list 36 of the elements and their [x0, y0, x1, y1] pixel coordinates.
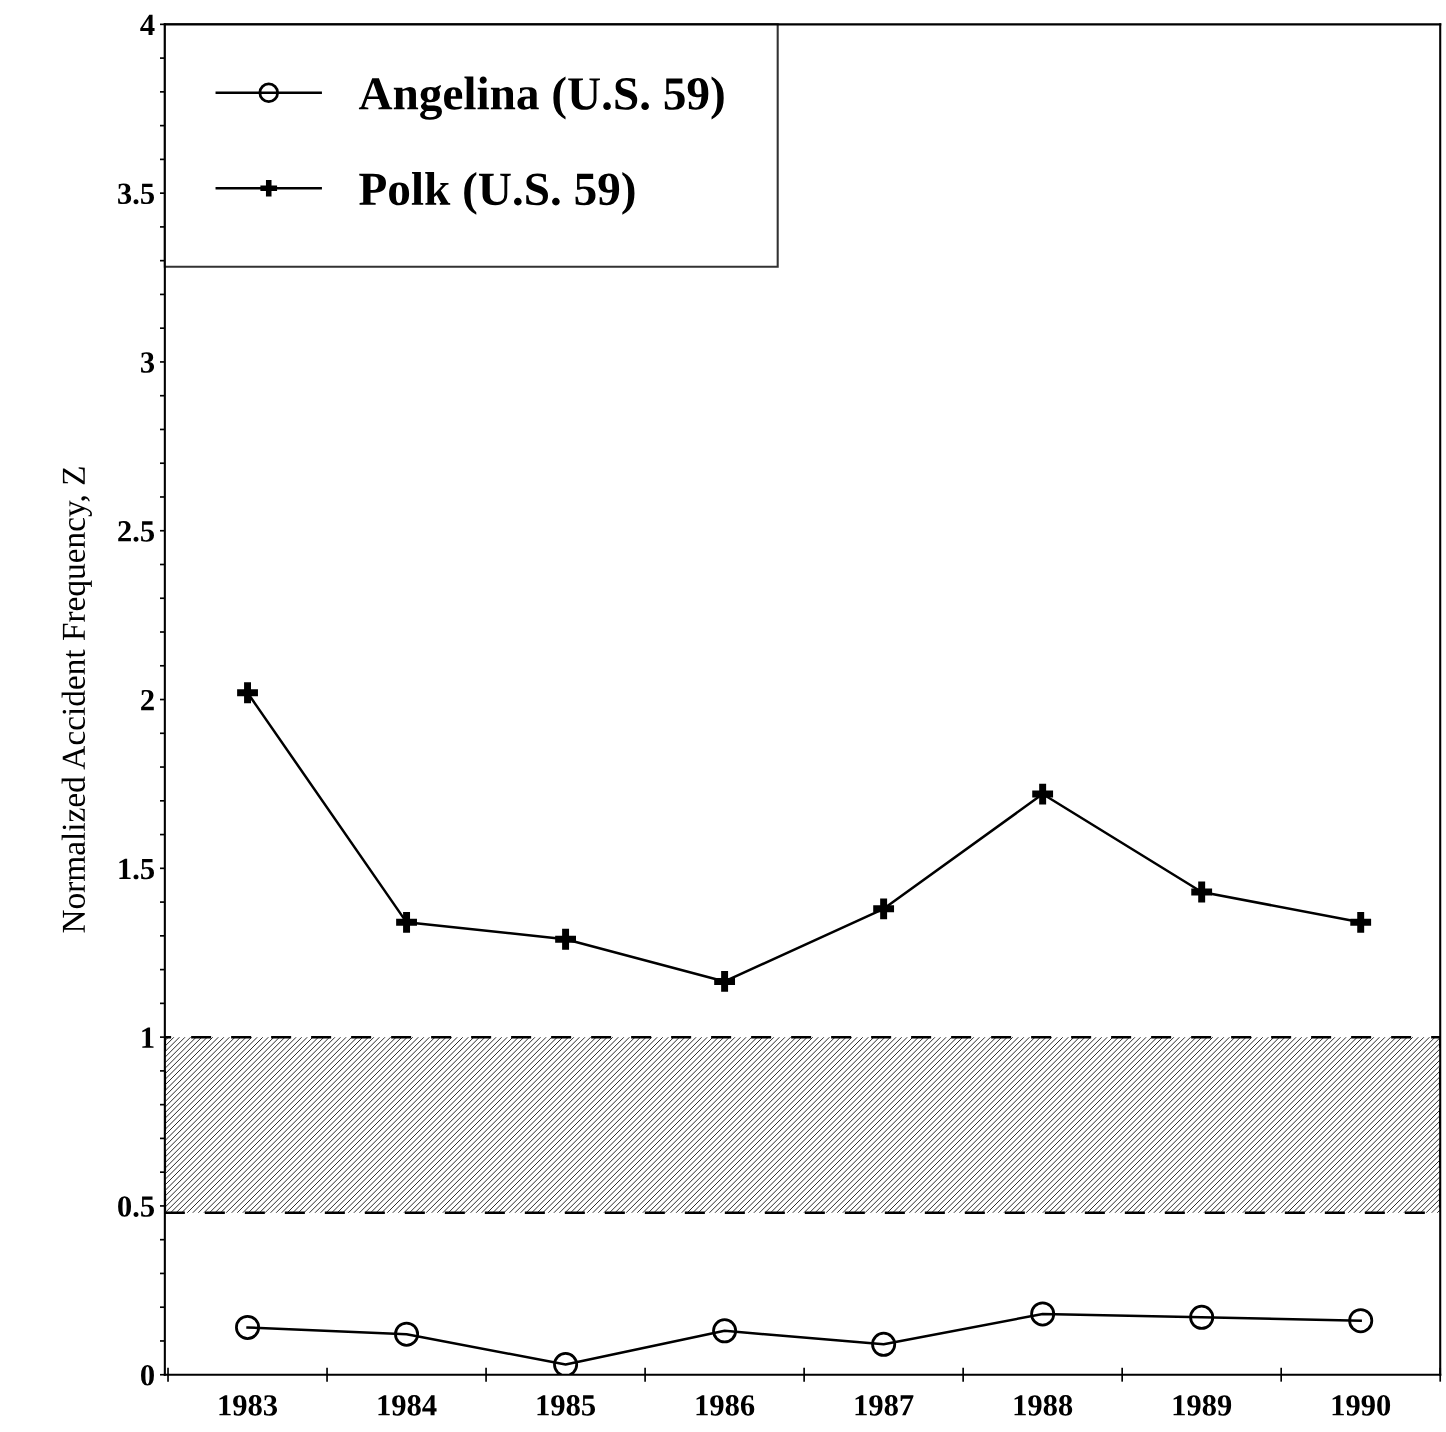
y-tick-label: 1	[142, 1027, 154, 1048]
y-tick-label: 0	[141, 1365, 154, 1386]
point	[1348, 1308, 1374, 1334]
point	[394, 1321, 420, 1347]
point	[1032, 783, 1054, 805]
x-tick-label: 1983	[219, 1395, 278, 1416]
x-tick-label: 1984	[378, 1395, 437, 1416]
point	[396, 911, 417, 933]
point	[237, 682, 258, 704]
y-tick-label: 0.5	[118, 1196, 154, 1217]
point	[555, 928, 576, 950]
point	[1350, 911, 1372, 933]
x-tick-label: 1987	[855, 1395, 914, 1416]
x-tick-label: 1986	[696, 1395, 755, 1416]
point	[712, 1318, 738, 1344]
x-tick-label: 1988	[1014, 1395, 1073, 1416]
point	[873, 898, 895, 920]
legend-label: Polk (U.S. 59)	[359, 172, 635, 215]
point	[1030, 1301, 1056, 1327]
point	[1191, 881, 1213, 903]
x-tick-label: 1985	[537, 1395, 596, 1416]
y-tick-label: 2	[141, 689, 154, 711]
point	[553, 1352, 579, 1375]
y-tick-label: 3	[140, 352, 155, 373]
point	[871, 1331, 897, 1357]
y-tick-label: 3.5	[118, 183, 154, 205]
point	[1189, 1304, 1215, 1330]
point	[714, 971, 736, 992]
point	[235, 1314, 261, 1340]
x-tick-label: 1990	[1332, 1395, 1391, 1416]
y-tick-label: 4	[140, 14, 155, 35]
y-tick-label: 1.5	[119, 858, 154, 880]
x-tick-label: 1989	[1173, 1395, 1232, 1416]
y-tick-label: 2.5	[118, 521, 154, 542]
y-axis-title: Normalized Accident Frequency, Z	[61, 467, 92, 933]
legend-label: Angelina (U.S. 59)	[358, 76, 724, 120]
